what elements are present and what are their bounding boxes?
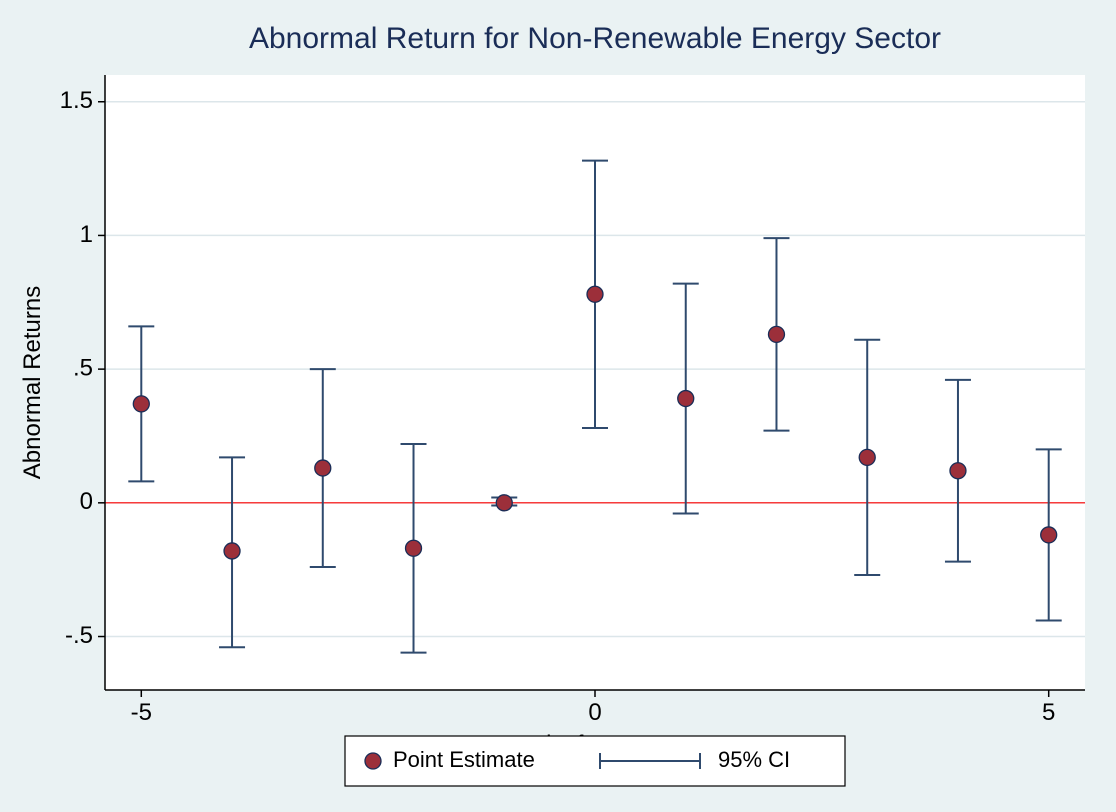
y-tick-label: 1 <box>80 221 93 248</box>
point-estimate <box>133 396 149 412</box>
y-tick-label: 0 <box>80 488 93 515</box>
point-estimate <box>950 463 966 479</box>
chart-title: Abnormal Return for Non-Renewable Energy… <box>249 22 941 55</box>
point-estimate <box>496 495 512 511</box>
point-estimate <box>224 543 240 559</box>
x-tick-label: -5 <box>131 699 152 726</box>
y-tick-label: .5 <box>73 354 93 381</box>
point-estimate <box>315 460 331 476</box>
legend-label: 95% CI <box>718 747 790 772</box>
point-estimate <box>678 391 694 407</box>
x-tick-label: 0 <box>588 699 601 726</box>
point-estimate <box>587 286 603 302</box>
legend-point-icon <box>365 753 381 769</box>
event-study-chart: -505-.50.511.5Weeks from EventAbnormal R… <box>0 0 1116 812</box>
point-estimate <box>859 449 875 465</box>
legend-label: Point Estimate <box>393 747 535 772</box>
x-tick-label: 5 <box>1042 699 1055 726</box>
point-estimate <box>1041 527 1057 543</box>
chart-container: -505-.50.511.5Weeks from EventAbnormal R… <box>0 0 1116 812</box>
point-estimate <box>406 540 422 556</box>
y-tick-label: 1.5 <box>60 87 93 114</box>
point-estimate <box>768 326 784 342</box>
y-tick-label: -.5 <box>65 622 93 649</box>
y-axis-label: Abnormal Returns <box>19 286 46 479</box>
